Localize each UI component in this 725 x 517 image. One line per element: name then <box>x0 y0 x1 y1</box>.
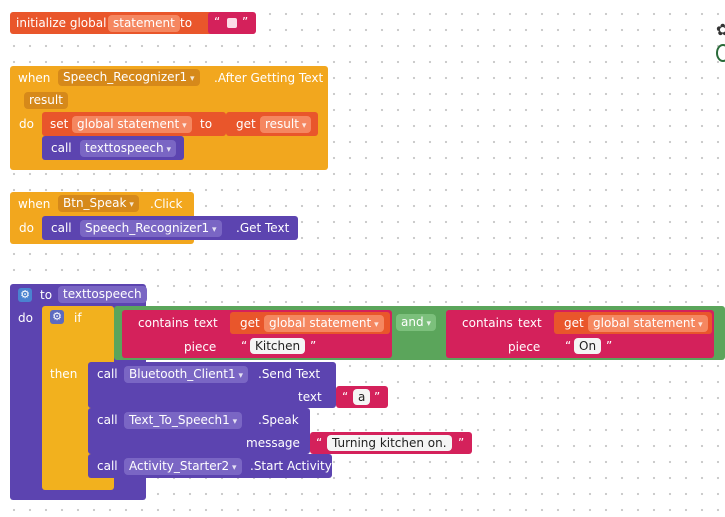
initialize-global-label: initialize global <box>16 16 107 30</box>
piece-label: piece <box>508 340 541 354</box>
and-operator-dropdown[interactable]: and <box>396 314 436 331</box>
bluetooth-client-dropdown[interactable]: Bluetooth_Client1 <box>124 366 249 383</box>
trash-icon[interactable]: ✿ <box>716 20 725 39</box>
call-label: call <box>97 413 118 427</box>
get-label: get <box>236 117 256 131</box>
open-quote: “ <box>316 436 323 450</box>
text-kitchen-block[interactable]: “ Kitchen ” <box>236 336 322 356</box>
proc-to-label: to <box>40 288 53 302</box>
click-event-label: .Click <box>150 197 183 211</box>
procedure-name-field[interactable]: texttospeech <box>58 286 147 303</box>
proc-do-label: do <box>18 311 33 325</box>
set-to-label: to <box>200 117 213 131</box>
global-var-name-field[interactable]: statement <box>108 15 180 32</box>
send-text-method-label: .Send Text <box>258 367 321 381</box>
event-name-label: .After Getting Text <box>214 71 324 85</box>
speech-recognizer-dropdown[interactable]: Speech_Recognizer1 <box>80 220 222 237</box>
contains-label: contains <box>462 316 513 330</box>
text-message-block[interactable]: “ Turning kitchen on. ” <box>310 432 472 454</box>
a-text-field[interactable]: a <box>353 389 371 405</box>
close-quote: ” <box>242 15 249 29</box>
set-label: set <box>50 117 69 131</box>
then-label: then <box>50 367 78 381</box>
message-text-field[interactable]: Turning kitchen on. <box>327 435 452 451</box>
zoom-icon[interactable] <box>716 44 725 62</box>
open-quote: “ <box>214 15 221 29</box>
call-speak-block[interactable]: call Text_To_Speech1 .Speak message <box>88 408 310 454</box>
close-quote: ” <box>310 339 317 353</box>
speak-method-label: .Speak <box>258 413 299 427</box>
text-label: text <box>194 316 218 330</box>
get-var-dropdown[interactable]: global statement <box>588 315 708 332</box>
call-label: call <box>97 459 118 473</box>
activity-starter-dropdown[interactable]: Activity_Starter2 <box>124 458 242 475</box>
text-a-block[interactable]: “ a ” <box>336 386 388 408</box>
do-label: do <box>19 117 34 131</box>
piece-label: piece <box>184 340 217 354</box>
text-on-block[interactable]: “ On ” <box>560 336 618 356</box>
if-label: if <box>74 311 82 325</box>
get-result-block[interactable]: get result <box>226 112 318 136</box>
get-var-dropdown[interactable]: global statement <box>264 315 384 332</box>
get-text-method-label: .Get Text <box>236 221 290 235</box>
open-quote: “ <box>241 339 248 353</box>
empty-string-field[interactable] <box>227 18 237 28</box>
open-quote: “ <box>342 390 349 404</box>
component-dropdown[interactable]: Speech_Recognizer1 <box>58 69 200 86</box>
get-var-dropdown[interactable]: result <box>260 116 312 133</box>
do-label: do <box>19 221 34 235</box>
when-label: when <box>18 71 51 85</box>
close-quote: ” <box>458 436 465 450</box>
gear-icon[interactable]: ⚙ <box>18 288 32 302</box>
get-statement-block-2[interactable]: get global statement <box>554 312 712 334</box>
get-statement-block-1[interactable]: get global statement <box>230 312 390 334</box>
text-label: text <box>518 316 542 330</box>
call-label: call <box>51 141 72 155</box>
open-quote: “ <box>565 339 572 353</box>
initialize-global-block[interactable]: initialize global statement to <box>10 12 216 34</box>
call-texttospeech-block[interactable]: call texttospeech <box>42 136 184 160</box>
result-param[interactable]: result <box>24 92 68 109</box>
empty-text-block[interactable]: “ ” <box>208 12 256 34</box>
init-to-label: to <box>180 16 193 30</box>
close-quote: ” <box>606 339 613 353</box>
message-arg-label: message <box>246 436 300 450</box>
call-label: call <box>97 367 118 381</box>
set-var-dropdown[interactable]: global statement <box>72 116 192 133</box>
when-label: when <box>18 197 51 211</box>
call-label: call <box>51 221 72 235</box>
contains-label: contains <box>138 316 189 330</box>
btn-component-dropdown[interactable]: Btn_Speak <box>58 195 139 212</box>
set-global-block[interactable]: set global statement to <box>42 112 226 136</box>
call-start-activity-block[interactable]: call Activity_Starter2 .Start Activity <box>88 454 332 478</box>
close-quote: ” <box>374 390 381 404</box>
procedure-dropdown[interactable]: texttospeech <box>80 140 176 157</box>
call-get-text-block[interactable]: call Speech_Recognizer1 .Get Text <box>42 216 298 240</box>
get-label: get <box>240 316 260 330</box>
on-text-field[interactable]: On <box>574 338 602 354</box>
text-arg-label: text <box>298 390 322 404</box>
call-send-text-block[interactable]: call Bluetooth_Client1 .Send Text text <box>88 362 336 408</box>
get-label: get <box>564 316 584 330</box>
gear-icon[interactable]: ⚙ <box>50 310 64 324</box>
kitchen-text-field[interactable]: Kitchen <box>250 338 306 354</box>
start-activity-method-label: .Start Activity <box>250 459 332 473</box>
text-to-speech-dropdown[interactable]: Text_To_Speech1 <box>124 412 243 429</box>
